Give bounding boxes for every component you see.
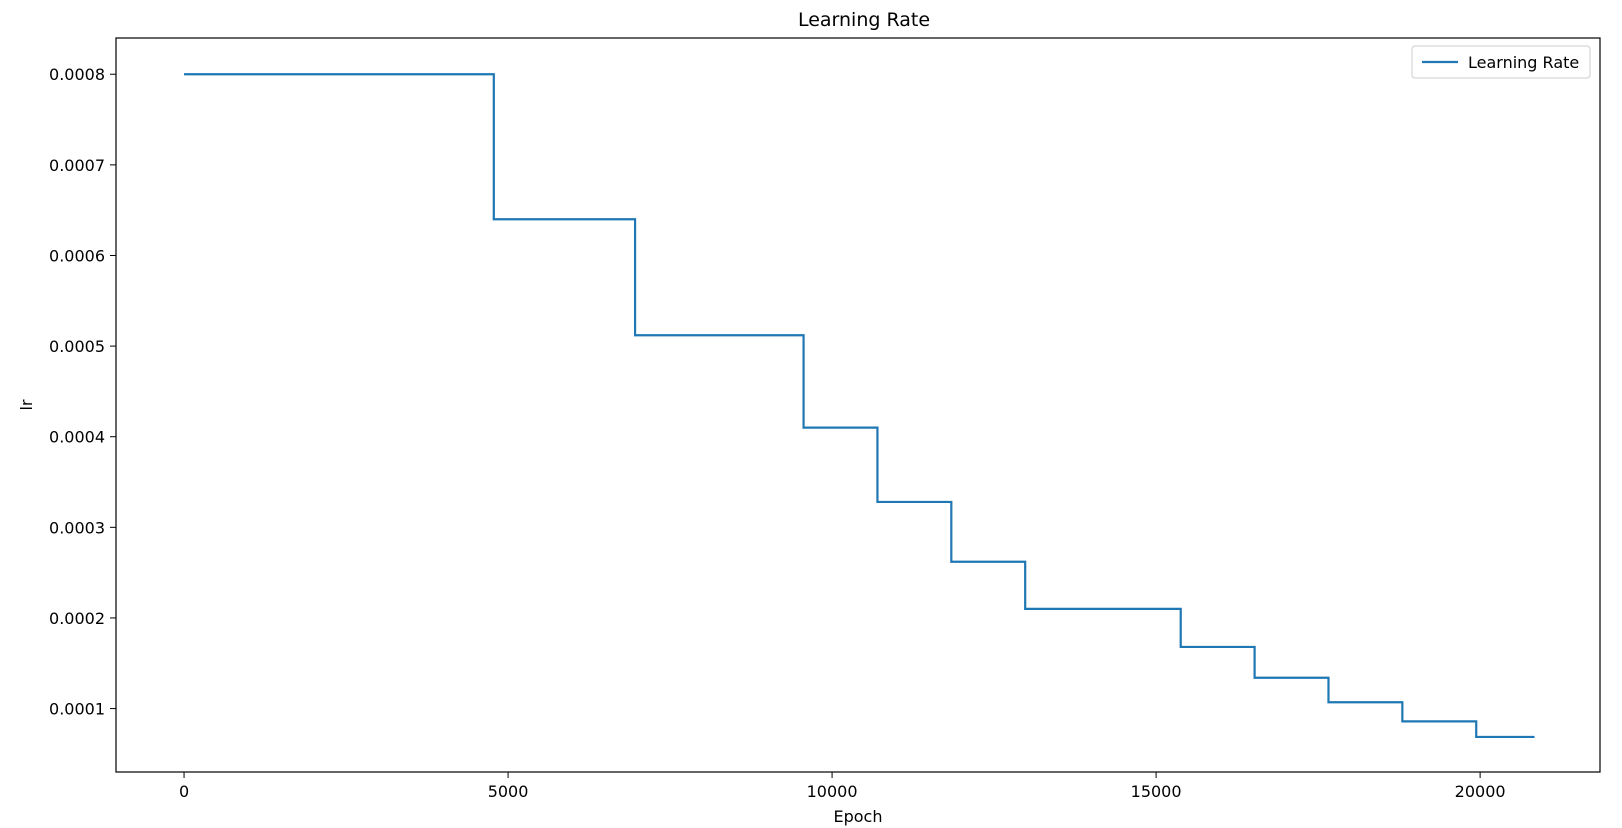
x-tick-label: 15000 <box>1131 782 1182 801</box>
chart-title: Learning Rate <box>798 9 930 31</box>
legend-box <box>1411 45 1591 79</box>
y-tick-label: 0.0005 <box>49 337 105 356</box>
y-tick-label: 0.0001 <box>49 700 105 719</box>
x-axis-ticks: 0 5000 10000 15000 20000 <box>179 772 1506 801</box>
y-tick-label: 0.0002 <box>49 609 105 628</box>
y-axis-label: lr <box>17 399 36 410</box>
y-tick-label: 0.0007 <box>49 156 105 175</box>
series-layer <box>184 73 1535 739</box>
y-tick-label: 0.0008 <box>49 65 105 84</box>
x-tick-label: 10000 <box>807 782 858 801</box>
legend-label: Learning Rate <box>1468 53 1579 72</box>
y-tick-label: 0.0006 <box>49 246 105 265</box>
y-tick-label: 0.0003 <box>49 518 105 537</box>
y-axis-ticks: 0.0001 0.0002 0.0003 0.0004 0.0005 0.0006 0.00… <box>49 65 116 719</box>
x-axis-label: Epoch <box>834 807 883 826</box>
legend: Learning Rate <box>1411 45 1591 79</box>
y-tick-label: 0.0004 <box>49 428 105 447</box>
series-line-learning-rate <box>184 73 1535 739</box>
plot-frame <box>115 37 1601 773</box>
x-tick-label: 20000 <box>1455 782 1506 801</box>
x-tick-label: 5000 <box>488 782 529 801</box>
x-tick-label: 0 <box>179 782 189 801</box>
